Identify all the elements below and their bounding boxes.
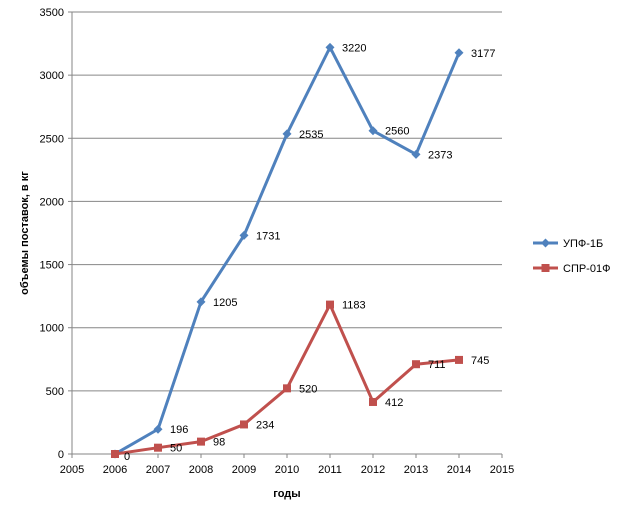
data-label: 711: [428, 359, 446, 371]
data-point: [369, 397, 377, 406]
legend-entry-1: УПФ-1Б: [533, 238, 603, 250]
x-tick-label: 2015: [490, 464, 514, 476]
y-tick-label: 2000: [40, 196, 64, 208]
x-tick-label: 2013: [404, 464, 428, 476]
x-tick-label: 2011: [318, 464, 342, 476]
data-label: 2560: [385, 126, 409, 138]
x-tick-label: 2012: [361, 464, 385, 476]
series-line: [114, 45, 461, 456]
legend-marker: [541, 264, 550, 272]
data-label: 2373: [428, 149, 452, 161]
x-tick-label: 2008: [189, 464, 213, 476]
data-point: [240, 420, 248, 429]
data-label: 3177: [471, 48, 495, 60]
x-tick-label: 2014: [447, 464, 471, 476]
data-point: [326, 300, 334, 309]
y-tick-label: 2500: [40, 133, 64, 145]
y-tick-label: 500: [46, 386, 64, 398]
data-label: 50: [170, 443, 182, 455]
data-label: 3220: [342, 42, 366, 54]
y-tick-label: 3000: [40, 70, 64, 82]
data-point: [455, 355, 463, 364]
legend-entry-2: СПР-01Ф: [533, 263, 610, 275]
data-point: [239, 230, 249, 240]
data-point: [325, 42, 335, 52]
data-label: 745: [471, 355, 489, 367]
data-point: [411, 149, 421, 159]
x-axis-ticks: 2005 2006 2007 2008 2009 2010 2011 2012 2013 2014…: [60, 454, 514, 476]
x-tick-label: 2009: [232, 464, 256, 476]
data-label: 1205: [213, 297, 237, 309]
series-group: [110, 42, 464, 459]
legend-label: УПФ-1Б: [563, 238, 603, 250]
legend-label: СПР-01Ф: [563, 263, 610, 275]
data-point: [154, 443, 162, 452]
data-label: 1183: [342, 300, 366, 312]
y-tick-label: 3500: [40, 7, 64, 19]
data-point: [197, 437, 205, 446]
data-label: 2535: [299, 129, 323, 141]
data-point: [283, 384, 291, 393]
legend-marker: [541, 238, 550, 248]
data-point: [282, 129, 292, 139]
x-tick-label: 2006: [103, 464, 127, 476]
x-axis-title: годы: [273, 488, 300, 500]
data-label: 196: [170, 424, 188, 436]
y-tick-label: 1500: [40, 260, 64, 272]
data-point: [454, 48, 464, 58]
y-tick-label: 1000: [40, 323, 64, 335]
data-labels: 196 1205 1731 2535 3220 2560 2373 3177 0 50 98 234 5…: [124, 42, 495, 463]
x-tick-label: 2010: [275, 464, 299, 476]
gridlines: [72, 11, 502, 392]
data-label: 98: [213, 437, 225, 449]
x-tick-label: 2007: [146, 464, 170, 476]
y-tick-label: 0: [58, 449, 64, 461]
data-point: [412, 360, 420, 369]
data-label: 0: [124, 451, 130, 463]
data-label: 520: [299, 383, 317, 395]
data-point: [368, 126, 378, 136]
data-label: 1731: [256, 230, 280, 242]
data-point: [111, 450, 119, 458]
series-line: [114, 303, 460, 456]
legend: УПФ-1Б СПР-01Ф: [533, 238, 610, 275]
data-point: [196, 297, 206, 307]
data-label: 234: [256, 419, 274, 431]
series-2: [111, 300, 463, 458]
data-point: [153, 424, 163, 434]
data-label: 412: [385, 397, 403, 409]
series-1: [110, 42, 464, 459]
y-axis-ticks: 0 500 1000 1500 2000 2500 3000 3500: [40, 7, 72, 461]
y-axis-title: объемы поставок, в кг: [19, 171, 31, 295]
x-tick-label: 2005: [60, 464, 84, 476]
